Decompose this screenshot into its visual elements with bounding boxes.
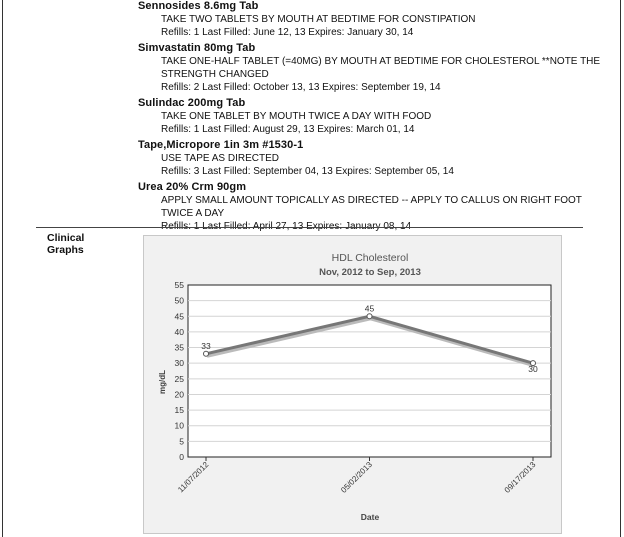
medication-item: Simvastatin 80mg Tab TAKE ONE-HALF TABLE…	[138, 42, 608, 94]
hdl-cholesterol-chart: HDL Cholesterol Nov, 2012 to Sep, 2013 0…	[158, 252, 552, 522]
medication-instructions: TAKE TWO TABLETS BY MOUTH AT BEDTIME FOR…	[161, 14, 476, 25]
frame-right-border	[620, 0, 621, 537]
x-tick-labels: 11/07/2012 05/02/2013 09/17/2013	[176, 457, 538, 495]
section-label-line1: Clinical	[47, 232, 85, 244]
y-tick-label: 15	[175, 405, 185, 415]
data-point	[366, 313, 373, 320]
series-hdl	[203, 313, 536, 368]
medication-instructions: APPLY SMALL AMOUNT TOPICALLY AS DIRECTED…	[161, 195, 582, 206]
medication-list: Sennosides 8.6mg Tab TAKE TWO TABLETS BY…	[138, 0, 608, 236]
data-labels: 33 45 30	[201, 303, 538, 374]
medication-refills: Refills: 1 Last Filled: April 27, 13 Exp…	[138, 220, 608, 233]
grid-lines	[188, 300, 551, 442]
medication-instructions: USE TAPE AS DIRECTED	[161, 153, 279, 164]
medication-refills: Refills: 3 Last Filled: September 04, 13…	[161, 166, 454, 177]
data-point	[203, 350, 209, 357]
y-tick-label: 25	[175, 374, 185, 384]
x-tick-label: 11/07/2012	[176, 460, 211, 495]
y-tick-label: 5	[179, 436, 184, 446]
section-divider	[36, 227, 583, 228]
y-tick-label: 50	[175, 296, 185, 306]
x-tick-label: 05/02/2013	[339, 460, 374, 495]
chart-subtitle: Nov, 2012 to Sep, 2013	[319, 267, 421, 278]
medication-item: Urea 20% Crm 90gm APPLY SMALL AMOUNT TOP…	[138, 181, 608, 233]
data-label: 33	[201, 341, 211, 351]
medication-refills: Refills: 1 Last Filled: August 29, 13 Ex…	[161, 124, 415, 135]
data-point	[530, 360, 536, 367]
medication-name: Sulindac 200mg Tab	[138, 97, 246, 109]
medication-name: Sennosides 8.6mg Tab	[138, 0, 259, 12]
medication-name: Simvastatin 80mg Tab	[138, 42, 256, 54]
medication-instructions: TAKE ONE-HALF TABLET (=40MG) BY MOUTH AT…	[161, 56, 601, 67]
medication-instructions: TAKE ONE TABLET BY MOUTH TWICE A DAY WIT…	[161, 111, 432, 122]
medication-item: Tape,Micropore 1in 3m #1530-1 USE TAPE A…	[138, 139, 608, 178]
medication-instructions-cont: STRENGTH CHANGED	[161, 69, 269, 80]
section-label-line2: Graphs	[47, 244, 84, 256]
y-tick-labels: 0 5 10 15 20 25 30 35 40 45 50 55	[175, 280, 185, 462]
y-axis-label: mg/dL	[158, 370, 167, 394]
data-label: 45	[365, 303, 375, 313]
x-tick-label: 09/17/2013	[503, 460, 538, 495]
y-tick-label: 55	[175, 280, 185, 290]
chart-title: HDL Cholesterol	[332, 252, 409, 264]
data-label: 30	[528, 364, 538, 374]
section-label-clinical-graphs: Clinical Graphs	[47, 232, 84, 256]
medication-name: Tape,Micropore 1in 3m #1530-1	[138, 139, 304, 151]
medication-name: Urea 20% Crm 90gm	[138, 181, 247, 193]
medication-item: Sennosides 8.6mg Tab TAKE TWO TABLETS BY…	[138, 0, 608, 39]
frame-left-border	[2, 0, 3, 537]
medication-refills: Refills: 1 Last Filled: June 12, 13 Expi…	[161, 27, 414, 38]
y-tick-label: 30	[175, 358, 185, 368]
y-tick-label: 0	[179, 452, 184, 462]
y-tick-label: 35	[175, 343, 185, 353]
y-tick-label: 40	[175, 327, 185, 337]
y-tick-label: 20	[175, 389, 185, 399]
medication-item: Sulindac 200mg Tab TAKE ONE TABLET BY MO…	[138, 97, 608, 136]
chart-container: HDL Cholesterol Nov, 2012 to Sep, 2013 0…	[143, 235, 562, 534]
y-tick-label: 45	[175, 311, 185, 321]
medication-instructions-cont: TWICE A DAY	[161, 208, 225, 219]
x-axis-label: Date	[361, 512, 380, 522]
y-tick-label: 10	[175, 421, 185, 431]
medication-refills: Refills: 2 Last Filled: October 13, 13 E…	[161, 82, 441, 93]
